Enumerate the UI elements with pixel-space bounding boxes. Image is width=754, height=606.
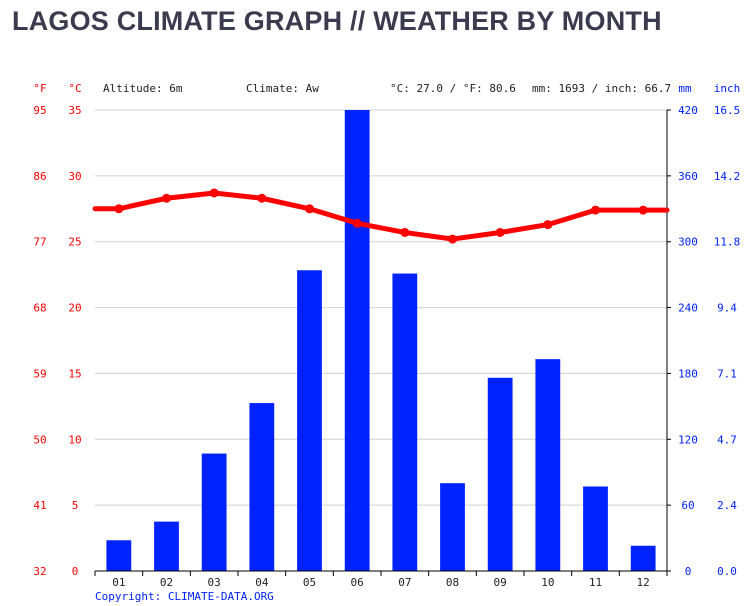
celsius-tick-label: 25 — [68, 236, 81, 249]
month-tick-label: 04 — [255, 576, 269, 589]
page-title: LAGOS CLIMATE GRAPH // WEATHER BY MONTH — [12, 6, 662, 36]
celsius-tick-label: 15 — [68, 367, 81, 380]
month-tick-label: 06 — [351, 576, 364, 589]
precip-bar — [106, 540, 132, 571]
precip-bar — [535, 359, 561, 571]
precip-bar — [297, 270, 322, 571]
inch-tick-label: 0.0 — [717, 565, 737, 578]
inch-tick-label: 16.5 — [714, 104, 741, 117]
altitude-info: Altitude: 6m — [103, 82, 183, 95]
gridlines — [95, 109, 667, 572]
inch-tick-label: 9.4 — [717, 302, 737, 315]
precip-bar — [440, 483, 465, 571]
fahrenheit-unit-label: °F — [33, 82, 46, 95]
temperature-point — [352, 218, 362, 228]
mm-tick-label: 120 — [678, 433, 698, 446]
celsius-unit-label: °C — [68, 82, 81, 95]
month-tick-label: 08 — [446, 576, 459, 589]
celsius-tick-label: 30 — [68, 170, 81, 183]
temperature-point — [257, 193, 267, 203]
climate-info: Climate: Aw — [246, 82, 319, 95]
celsius-tick-label: 10 — [68, 433, 81, 446]
fahrenheit-tick-label: 95 — [33, 104, 46, 117]
month-tick-label: 01 — [112, 576, 125, 589]
mm-tick-label: 60 — [681, 499, 694, 512]
inch-tick-label: 7.1 — [717, 367, 737, 380]
precip-bar — [249, 403, 275, 571]
precip-bar — [201, 453, 227, 571]
mm-unit-label: mm — [678, 82, 692, 95]
month-tick-label: 03 — [208, 576, 221, 589]
copyright-link[interactable]: Copyright: CLIMATE-DATA.ORG — [95, 590, 274, 603]
precip-bar — [487, 377, 513, 571]
inch-tick-label: 11.8 — [714, 236, 741, 249]
month-tick-label: 10 — [541, 576, 554, 589]
month-tick-label: 07 — [398, 576, 411, 589]
fahrenheit-tick-label: 77 — [33, 236, 46, 249]
temperature-point — [495, 227, 505, 237]
mm-tick-label: 360 — [678, 170, 698, 183]
month-tick-label: 09 — [494, 576, 507, 589]
inch-tick-label: 2.4 — [717, 499, 737, 512]
inch-unit-label: inch — [714, 82, 741, 95]
precipitation-info: mm: 1693 / inch: 66.7 — [532, 82, 671, 95]
inch-tick-label: 14.2 — [714, 170, 741, 183]
precip-bar — [630, 545, 656, 571]
mm-tick-label: 300 — [678, 236, 698, 249]
celsius-tick-label: 0 — [72, 565, 79, 578]
inch-tick-label: 4.7 — [717, 433, 737, 446]
celsius-tick-label: 5 — [72, 499, 79, 512]
temperature-point — [305, 204, 314, 214]
temperature-point — [400, 227, 410, 237]
precip-bar — [583, 486, 608, 571]
axes — [94, 109, 671, 576]
mm-tick-label: 420 — [678, 104, 698, 117]
precip-bar — [154, 521, 179, 571]
precip-bar — [344, 110, 370, 571]
month-tick-label: 12 — [637, 576, 650, 589]
temperature-point — [162, 193, 171, 203]
temperature-point — [638, 205, 648, 215]
month-tick-label: 02 — [160, 576, 173, 589]
fahrenheit-tick-label: 59 — [33, 367, 46, 380]
temperature-info: °C: 27.0 / °F: 80.6 — [390, 82, 516, 95]
temperature-point — [209, 188, 219, 198]
celsius-tick-label: 20 — [68, 302, 81, 315]
month-tick-label: 11 — [589, 576, 602, 589]
temperature-point — [591, 205, 600, 215]
fahrenheit-tick-label: 32 — [33, 565, 46, 578]
fahrenheit-tick-label: 86 — [33, 170, 46, 183]
temperature-point — [543, 220, 553, 230]
mm-tick-label: 180 — [678, 367, 698, 380]
month-tick-label: 05 — [303, 576, 316, 589]
precipitation-bars — [106, 110, 656, 571]
celsius-tick-label: 35 — [68, 104, 81, 117]
temperature-point — [114, 204, 124, 214]
mm-tick-label: 0 — [685, 565, 692, 578]
temperature-point — [448, 234, 457, 244]
precip-bar — [392, 273, 418, 571]
mm-tick-label: 240 — [678, 302, 698, 315]
temperature-line — [92, 188, 670, 244]
fahrenheit-tick-label: 50 — [33, 433, 46, 446]
tick-labels: 9586776859504132353025201510504203603002… — [33, 104, 740, 589]
temperature-line-path — [92, 190, 670, 242]
fahrenheit-tick-label: 41 — [33, 499, 46, 512]
fahrenheit-tick-label: 68 — [33, 302, 46, 315]
